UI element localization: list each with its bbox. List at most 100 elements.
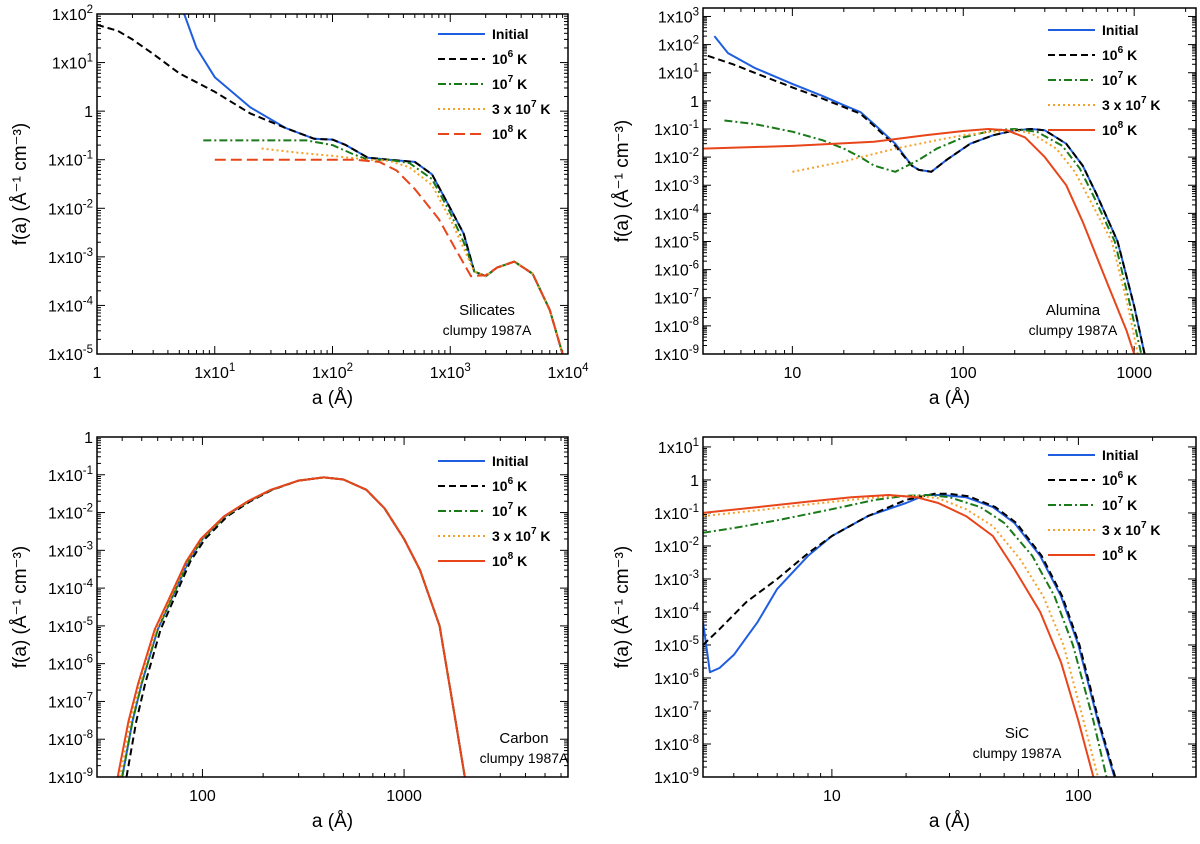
x-tick-label: 100 [189,788,216,805]
x-tick-label: 1000 [1116,365,1152,382]
y-tick-label: 1x10-3 [654,569,699,589]
y-tick-label: 1x10-6 [654,260,699,280]
x-axis-label: a (Å) [312,811,353,832]
y-tick-label: 1x10-5 [48,616,93,636]
series-group [703,492,1117,777]
series-line-initial [703,494,1116,777]
y-axis-label: f(a) (Å⁻¹ cm⁻³) [10,546,31,668]
legend-label-k8: 108 K [492,551,527,569]
y-tick-label: 1x101 [52,53,93,73]
model-annotation: clumpy 1987A [443,322,532,338]
y-tick-label: 1x10-4 [654,602,700,622]
series-line-k8 [116,476,466,777]
material-annotation: Carbon [499,730,548,747]
legend-label-initial: Initial [1102,22,1139,38]
series-group [703,35,1146,354]
material-annotation: Alumina [1046,302,1101,319]
legend-label-k6: 106 K [492,476,527,494]
legend-label-k7: 107 K [1102,70,1137,88]
y-tick-label: 1x10-1 [654,119,699,139]
y-tick-label: 1x10-9 [654,767,699,787]
series-line-k6 [125,476,466,777]
y-tick-label: 1x10-7 [654,701,699,721]
y-tick-label: 1 [84,430,93,447]
x-tick-label: 1x104 [547,362,589,382]
series-line-k3e7 [703,494,1099,777]
legend-label-k6: 106 K [492,49,527,67]
y-tick-label: 1x10-9 [654,344,699,364]
x-tick-label: 1x103 [430,362,471,382]
x-tick-label: 1x102 [312,362,353,382]
series-line-k6 [707,54,1146,354]
legend-label-initial: Initial [492,453,529,469]
y-axis-label: f(a) (Å⁻¹ cm⁻³) [612,120,633,242]
x-tick-label: 10 [783,365,801,382]
y-tick-label: 1x10-9 [48,767,93,787]
legend-label-k6: 106 K [1102,45,1137,63]
series-line-k8 [214,158,564,354]
material-annotation: SiC [1005,725,1029,742]
legend-label-initial: Initial [1102,447,1139,463]
y-tick-label: 1x10-1 [48,465,93,485]
series-line-k7 [203,139,564,354]
y-tick-label: 1 [84,104,93,121]
chart-panel-carbon: 100 1000 1 1x10-1 1x10-2 1x10-3 1x10-4 1x10-5 1x… [10,430,569,832]
series-line-k7 [121,476,466,777]
legend-label-k3e7: 3 x 107 K [1102,520,1161,538]
y-tick-label: 1x103 [658,6,699,26]
y-tick-label: 1 [690,94,699,111]
y-axis-label: f(a) (Å⁻¹ cm⁻³) [10,123,31,245]
axis-ticks [702,436,1197,778]
y-tick-label: 1x10-3 [48,247,93,267]
model-annotation: clumpy 1987A [480,750,569,766]
y-tick-label: 1x101 [658,63,699,83]
legend-label-k3e7: 3 x 107 K [492,526,551,544]
legend-label-k6: 106 K [1102,470,1137,488]
series-group [116,476,466,777]
x-tick-label: 1x101 [194,362,235,382]
legend-label-k7: 107 K [492,501,527,519]
y-tick-label: 1x102 [52,4,93,24]
model-annotation: clumpy 1987A [973,745,1062,761]
series-line-initial [121,476,466,777]
y-tick-label: 1x10-4 [654,203,700,223]
y-tick-label: 1x10-1 [654,503,699,523]
x-tick-label: 1 [93,365,102,382]
legend-label-k3e7: 3 x 107 K [492,99,551,117]
x-tick-label: 1000 [386,788,422,805]
y-axis-label: f(a) (Å⁻¹ cm⁻³) [612,546,633,668]
y-tick-label: 1x101 [658,437,699,457]
y-tick-label: 1x10-2 [48,198,93,218]
x-axis-label: a (Å) [312,388,353,409]
y-tick-label: 1x10-5 [48,344,93,364]
y-tick-label: 1x10-3 [654,175,699,195]
y-tick-label: 1x10-1 [48,150,93,170]
y-tick-label: 1 [690,473,699,490]
plot-frame [702,7,1197,355]
legend: Initial 106 K 107 K 3 x 107 K 108 K [1048,447,1161,563]
legend-label-k3e7: 3 x 107 K [1102,95,1161,113]
y-tick-label: 1x10-7 [48,691,93,711]
axis-ticks [702,7,1196,355]
y-tick-label: 1x10-6 [654,668,699,688]
legend: Initial 106 K 107 K 3 x 107 K 108 K [438,26,551,142]
legend-label-k8: 108 K [492,124,527,142]
x-tick-label: 100 [950,365,977,382]
y-tick-label: 1x102 [658,35,699,55]
legend: Initial 106 K 107 K 3 x 107 K 108 K [438,453,551,569]
y-tick-label: 1x10-7 [654,288,699,308]
legend-label-k8: 108 K [1102,545,1137,563]
legend-label-k7: 107 K [1102,495,1137,513]
y-tick-label: 1x10-2 [48,503,93,523]
legend-label-k7: 107 K [492,74,527,92]
y-tick-label: 1x10-8 [654,734,699,754]
x-tick-label: 100 [1065,788,1092,805]
y-tick-label: 1x10-5 [654,635,699,655]
y-tick-label: 1x10-6 [48,654,93,674]
series-line-k3e7 [792,129,1139,354]
legend-label-initial: Initial [492,26,529,42]
legend-label-k8: 108 K [1102,120,1137,138]
y-tick-label: 1x10-8 [654,316,699,336]
y-tick-label: 1x10-2 [654,147,699,167]
